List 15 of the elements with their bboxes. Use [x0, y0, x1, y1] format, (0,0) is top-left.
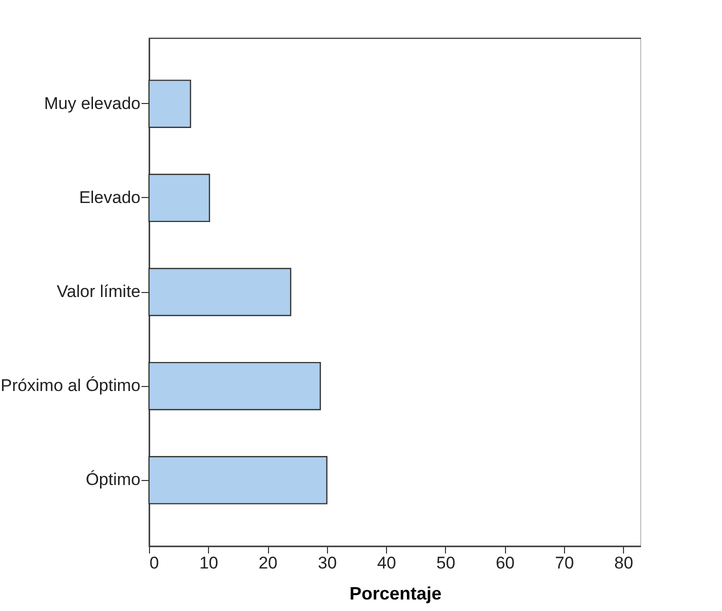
x-tick-label: 0	[150, 554, 159, 572]
x-axis-title: Porcentaje	[349, 584, 442, 604]
x-tick-label: 70	[554, 554, 574, 572]
y-tick-label: Óptimo	[86, 470, 140, 490]
y-tick-label: Elevado	[79, 188, 140, 207]
x-tick-label: 60	[496, 554, 515, 572]
x-tick-label: 50	[436, 554, 456, 572]
x-tick-label: 10	[199, 554, 218, 572]
y-tick-label: Valor límite	[56, 282, 140, 301]
x-tick-label: 30	[318, 554, 337, 572]
x-tick-label: 20	[258, 554, 278, 572]
x-tick-label: 80	[614, 554, 634, 572]
x-tick-label: 40	[377, 554, 396, 572]
y-tick-label: Muy elevado	[44, 94, 140, 113]
y-tick-label: Próximo al Óptimo	[0, 376, 140, 396]
